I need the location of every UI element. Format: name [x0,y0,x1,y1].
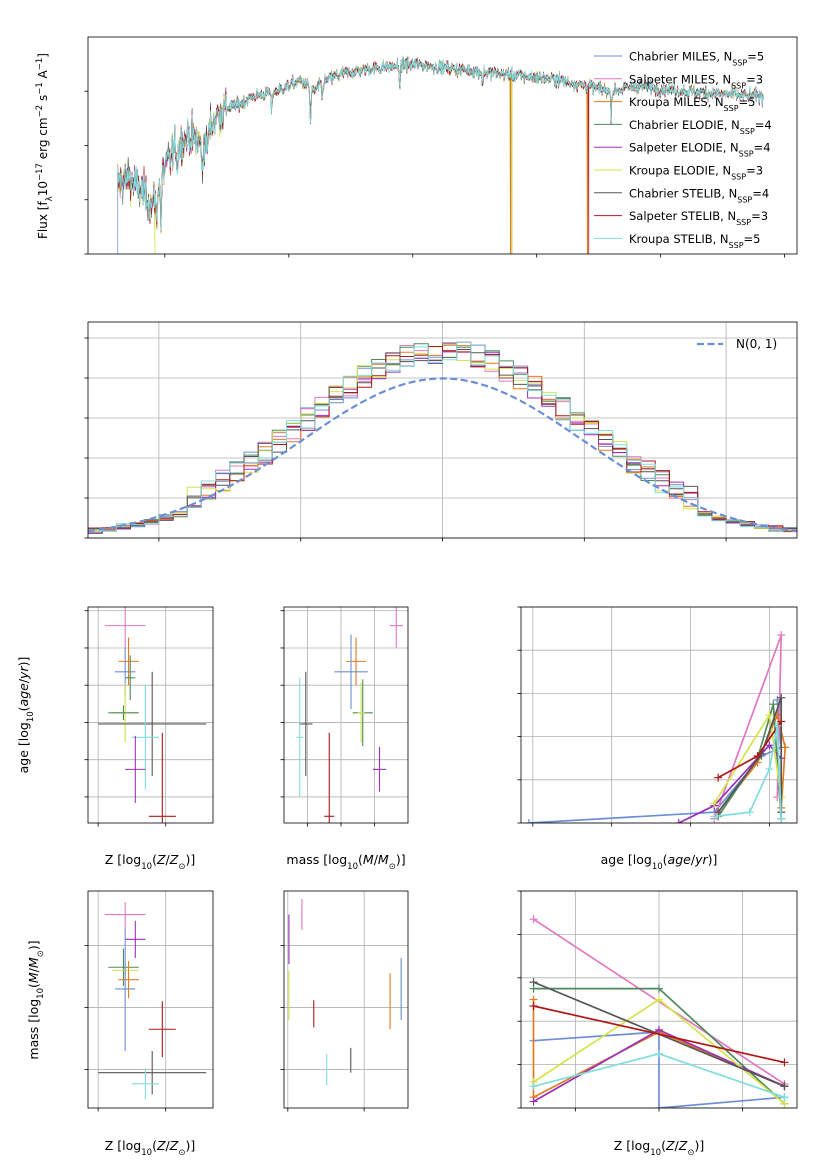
legend-label: Chabrier MILES, NSSP=5 [629,50,764,68]
legend-label: N(0, 1) [736,337,777,351]
errorbar-salpeter-miles [104,607,146,648]
panel-age-vs-Z [84,606,214,827]
x-axis-label: Z [log10(Z/Z⊙)] [614,1138,704,1158]
legend-label: Kroupa MILES, NSSP=5 [629,95,755,113]
errorbar-salpeter-miles [104,902,146,927]
series-line [533,1005,785,1064]
errorbar-kroupa-elodie [357,682,365,743]
plot-area [524,631,790,823]
errorbar-kroupa-stelib [131,1068,159,1100]
errorbar-chabrier-stelib [299,671,313,777]
x-axis-label: mass [log10(M/M⊙)] [286,852,405,872]
errorbar-chabrier-elodie [125,655,136,701]
errorbar-kroupa-miles [118,961,139,999]
panel-weight-vs-Z [517,890,798,1112]
errorbar-kroupa-stelib [131,685,159,790]
axes-frame [520,890,798,1109]
errorbar-chabrier-stelib [98,671,207,777]
errorbar-chabrier-stelib [98,1050,207,1095]
legend-label: Kroupa STELIB, NSSP=5 [629,232,760,250]
plot-area [98,607,207,823]
x-axis-label: Z [log10(Z/Z⊙)] [105,1138,195,1158]
axes-frame [520,606,798,824]
panel-residuals: N(0, 1) [84,321,798,542]
panel-weight-vs-age [517,606,798,827]
legend-label: Salpeter ELODIE, NSSP=4 [629,141,771,159]
series-line [717,703,783,819]
legend-label: Salpeter MILES, NSSP=3 [629,72,763,90]
errorbar-salpeter-miles [389,607,403,648]
plot-area [288,899,402,1086]
plot-area [98,902,207,1100]
plot-area [529,915,789,1108]
axes-frame [87,890,214,1109]
errorbar-chabrier-miles [334,634,368,710]
grid [284,607,408,823]
series-salpeter-stelib [529,1002,789,1067]
axes-frame [283,606,409,824]
errorbar-chabrier-elodie [108,705,139,721]
series-kroupa-stelib [710,721,786,823]
axes-frame [283,890,409,1109]
series-salpeter-stelib [714,717,786,782]
axes-frame [87,606,214,824]
errorbar-salpeter-stelib [148,732,176,823]
errorbar-salpeter-elodie [125,735,146,803]
legend-label: Kroupa ELODIE, NSSP=3 [629,164,763,182]
histogram-chabrier-stelib [88,349,797,534]
series-kroupa-stelib [529,1049,789,1102]
axes-frame [87,36,798,255]
x-axis-label: age [log10(age/yr)] [601,852,718,872]
errorbar-kroupa-miles [346,637,367,686]
errorbar-chabrier-miles [115,926,136,1051]
y-axis-label: mass [log10(M/M⊙)] [26,940,46,1059]
spectrum-line-kroupa-stelib [117,55,764,231]
y-axis-label: Flux [fλ10−17 erg cm−2 s−1 A−1] [35,53,55,239]
series-line [678,743,782,823]
plot-area [117,55,764,254]
panel-mass-vs-Z [84,890,214,1112]
grid [88,891,213,1108]
errorbar-salpeter-elodie [372,747,387,792]
errorbar-salpeter-stelib [324,732,335,823]
histogram-chabrier-elodie [88,343,797,530]
histogram-salpeter-stelib [88,346,797,532]
series-line [528,699,783,823]
grid [284,891,408,1108]
series-line [532,999,785,1099]
errorbar-salpeter-stelib [148,1001,176,1058]
panel-spectrum: Chabrier MILES, NSSP=5 Salpeter MILES, NS… [84,36,798,258]
series-salpeter-miles [710,631,786,823]
series-line [717,697,783,813]
legend-label: Chabrier ELODIE, NSSP=4 [629,118,772,136]
legend: N(0, 1) [697,337,777,351]
legend-label: Salpeter STELIB, NSSP=3 [629,209,768,227]
normal-curve [88,377,797,533]
histogram-kroupa-stelib [88,341,797,532]
x-axis-label: Z [log10(Z/Z⊙)] [105,852,195,872]
legend: Chabrier MILES, NSSP=5 Salpeter MILES, NS… [594,50,772,250]
errorbar-chabrier-elodie [108,948,139,986]
panel-mass-vs-EBV [280,890,409,1112]
errorbar-kroupa-stelib [296,677,304,797]
axes-frame [87,321,798,539]
plot-area [296,607,403,823]
plot-area [88,341,797,534]
series-line [533,1031,785,1108]
grid [521,606,797,824]
y-axis-label: age [log10(age/yr)] [16,657,36,774]
errorbar-salpeter-elodie [125,920,146,958]
grid [88,607,213,823]
panel-age-vs-mass [280,606,409,827]
legend-label: Chabrier STELIB, NSSP=4 [629,186,769,204]
